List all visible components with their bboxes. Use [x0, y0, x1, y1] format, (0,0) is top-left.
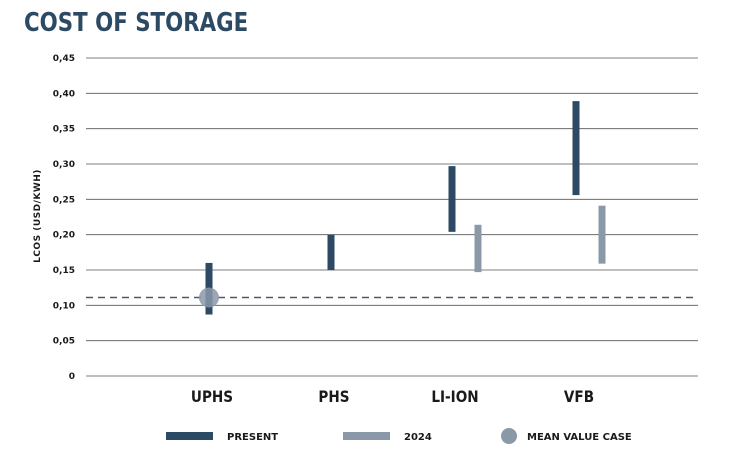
y-tick-label: 0,40 [53, 89, 75, 99]
y-tick-label: 0,05 [53, 337, 75, 347]
category-label: UPHS [191, 388, 233, 406]
y-tick-labels: 0 0,05 0,10 0,15 0,20 0,25 0,30 0,35 0,40 0,45 [53, 54, 75, 382]
category-label: LI-ION [431, 388, 478, 406]
y-tick-label: 0,45 [53, 54, 75, 64]
y-tick-label: 0,15 [53, 266, 75, 276]
category-label: PHS [318, 388, 349, 406]
y-axis-label: LCOS (USD/KWH) [33, 169, 43, 263]
range-bars [199, 101, 606, 315]
legend-label-2024: 2024 [404, 432, 432, 443]
y-tick-label: 0,30 [53, 160, 75, 170]
category-labels: UPHS PHS LI-ION VFB [191, 388, 594, 406]
chart-title: COST OF STORAGE [24, 8, 249, 38]
legend-label-present: PRESENT [227, 432, 278, 443]
legend-label-mean-value: MEAN VALUE CASE [527, 432, 632, 443]
legend: PRESENT 2024 MEAN VALUE CASE [166, 428, 632, 444]
present-range-bar-li-ion [448, 166, 456, 232]
y-tick-label: 0,20 [53, 231, 75, 241]
y-tick-label: 0,10 [53, 301, 75, 311]
category-label: VFB [564, 388, 594, 406]
present-range-bar-vfb [572, 101, 580, 196]
legend-swatch-present [166, 432, 213, 440]
2024-range-bar-li-ion [474, 224, 482, 273]
mean-value-marker [199, 287, 219, 308]
present-range-bar-phs [327, 234, 335, 270]
2024-range-bar-vfb [598, 205, 606, 264]
legend-swatch-mean-value [501, 428, 517, 444]
y-tick-label: 0,35 [53, 125, 75, 135]
legend-swatch-2024 [343, 432, 390, 440]
y-tick-label: 0,25 [53, 195, 75, 205]
y-tick-label: 0 [69, 372, 75, 382]
gridlines [86, 57, 698, 377]
